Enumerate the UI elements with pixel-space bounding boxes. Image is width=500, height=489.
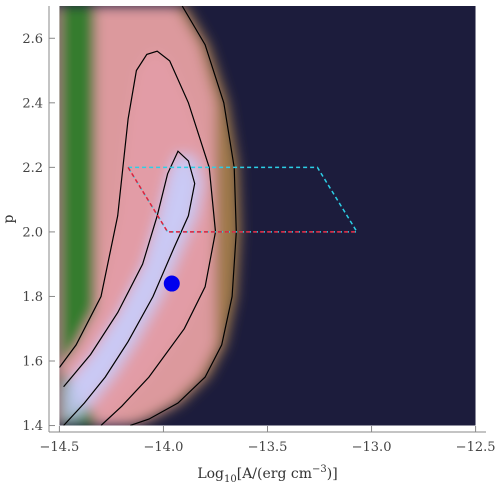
contour-middle [59,50,217,426]
heatmap-density [59,6,241,426]
y-tick-label: 1.6 [22,355,43,370]
x-tick-label: −13.0 [352,440,392,455]
y-tick-label: 2.0 [22,225,43,240]
dashed-regions [127,166,359,233]
best-fit-point [163,275,180,292]
heat-band-peak-ext [74,151,206,426]
contour-outer [130,6,237,426]
heat-band-peak [63,151,195,426]
y-tick-label: 1.4 [22,419,43,434]
y-axis-title: p [1,214,17,223]
contour-lines [59,6,237,426]
x-tick-label: −14.5 [39,440,79,455]
plot-area [59,6,476,426]
contour-inner [63,150,196,426]
x-tick-label: −12.5 [456,440,496,455]
y-tick-label: 2.4 [22,96,43,111]
heat-band-pink-core [59,51,216,426]
axes: −14.5 −14.0 −13.5 −13.0 −12.5 1.4 1.6 1.8 2.0 2.… [22,6,496,455]
x-tick-label: −14.0 [144,440,184,455]
x-tick-label: −13.5 [248,440,288,455]
y-tick-label: 2.6 [22,32,43,47]
y-axis-ticks: 1.4 1.6 1.8 2.0 2.2 2.4 2.6 [22,32,55,434]
x-axis-title: Log10[A/(erg cm−3)] [197,464,337,485]
x-axis-ticks: −14.5 −14.0 −13.5 −13.0 −12.5 [39,426,496,455]
y-tick-label: 2.2 [22,161,43,176]
heat-band-group [59,6,241,426]
y-tick-label: 1.8 [22,290,43,305]
